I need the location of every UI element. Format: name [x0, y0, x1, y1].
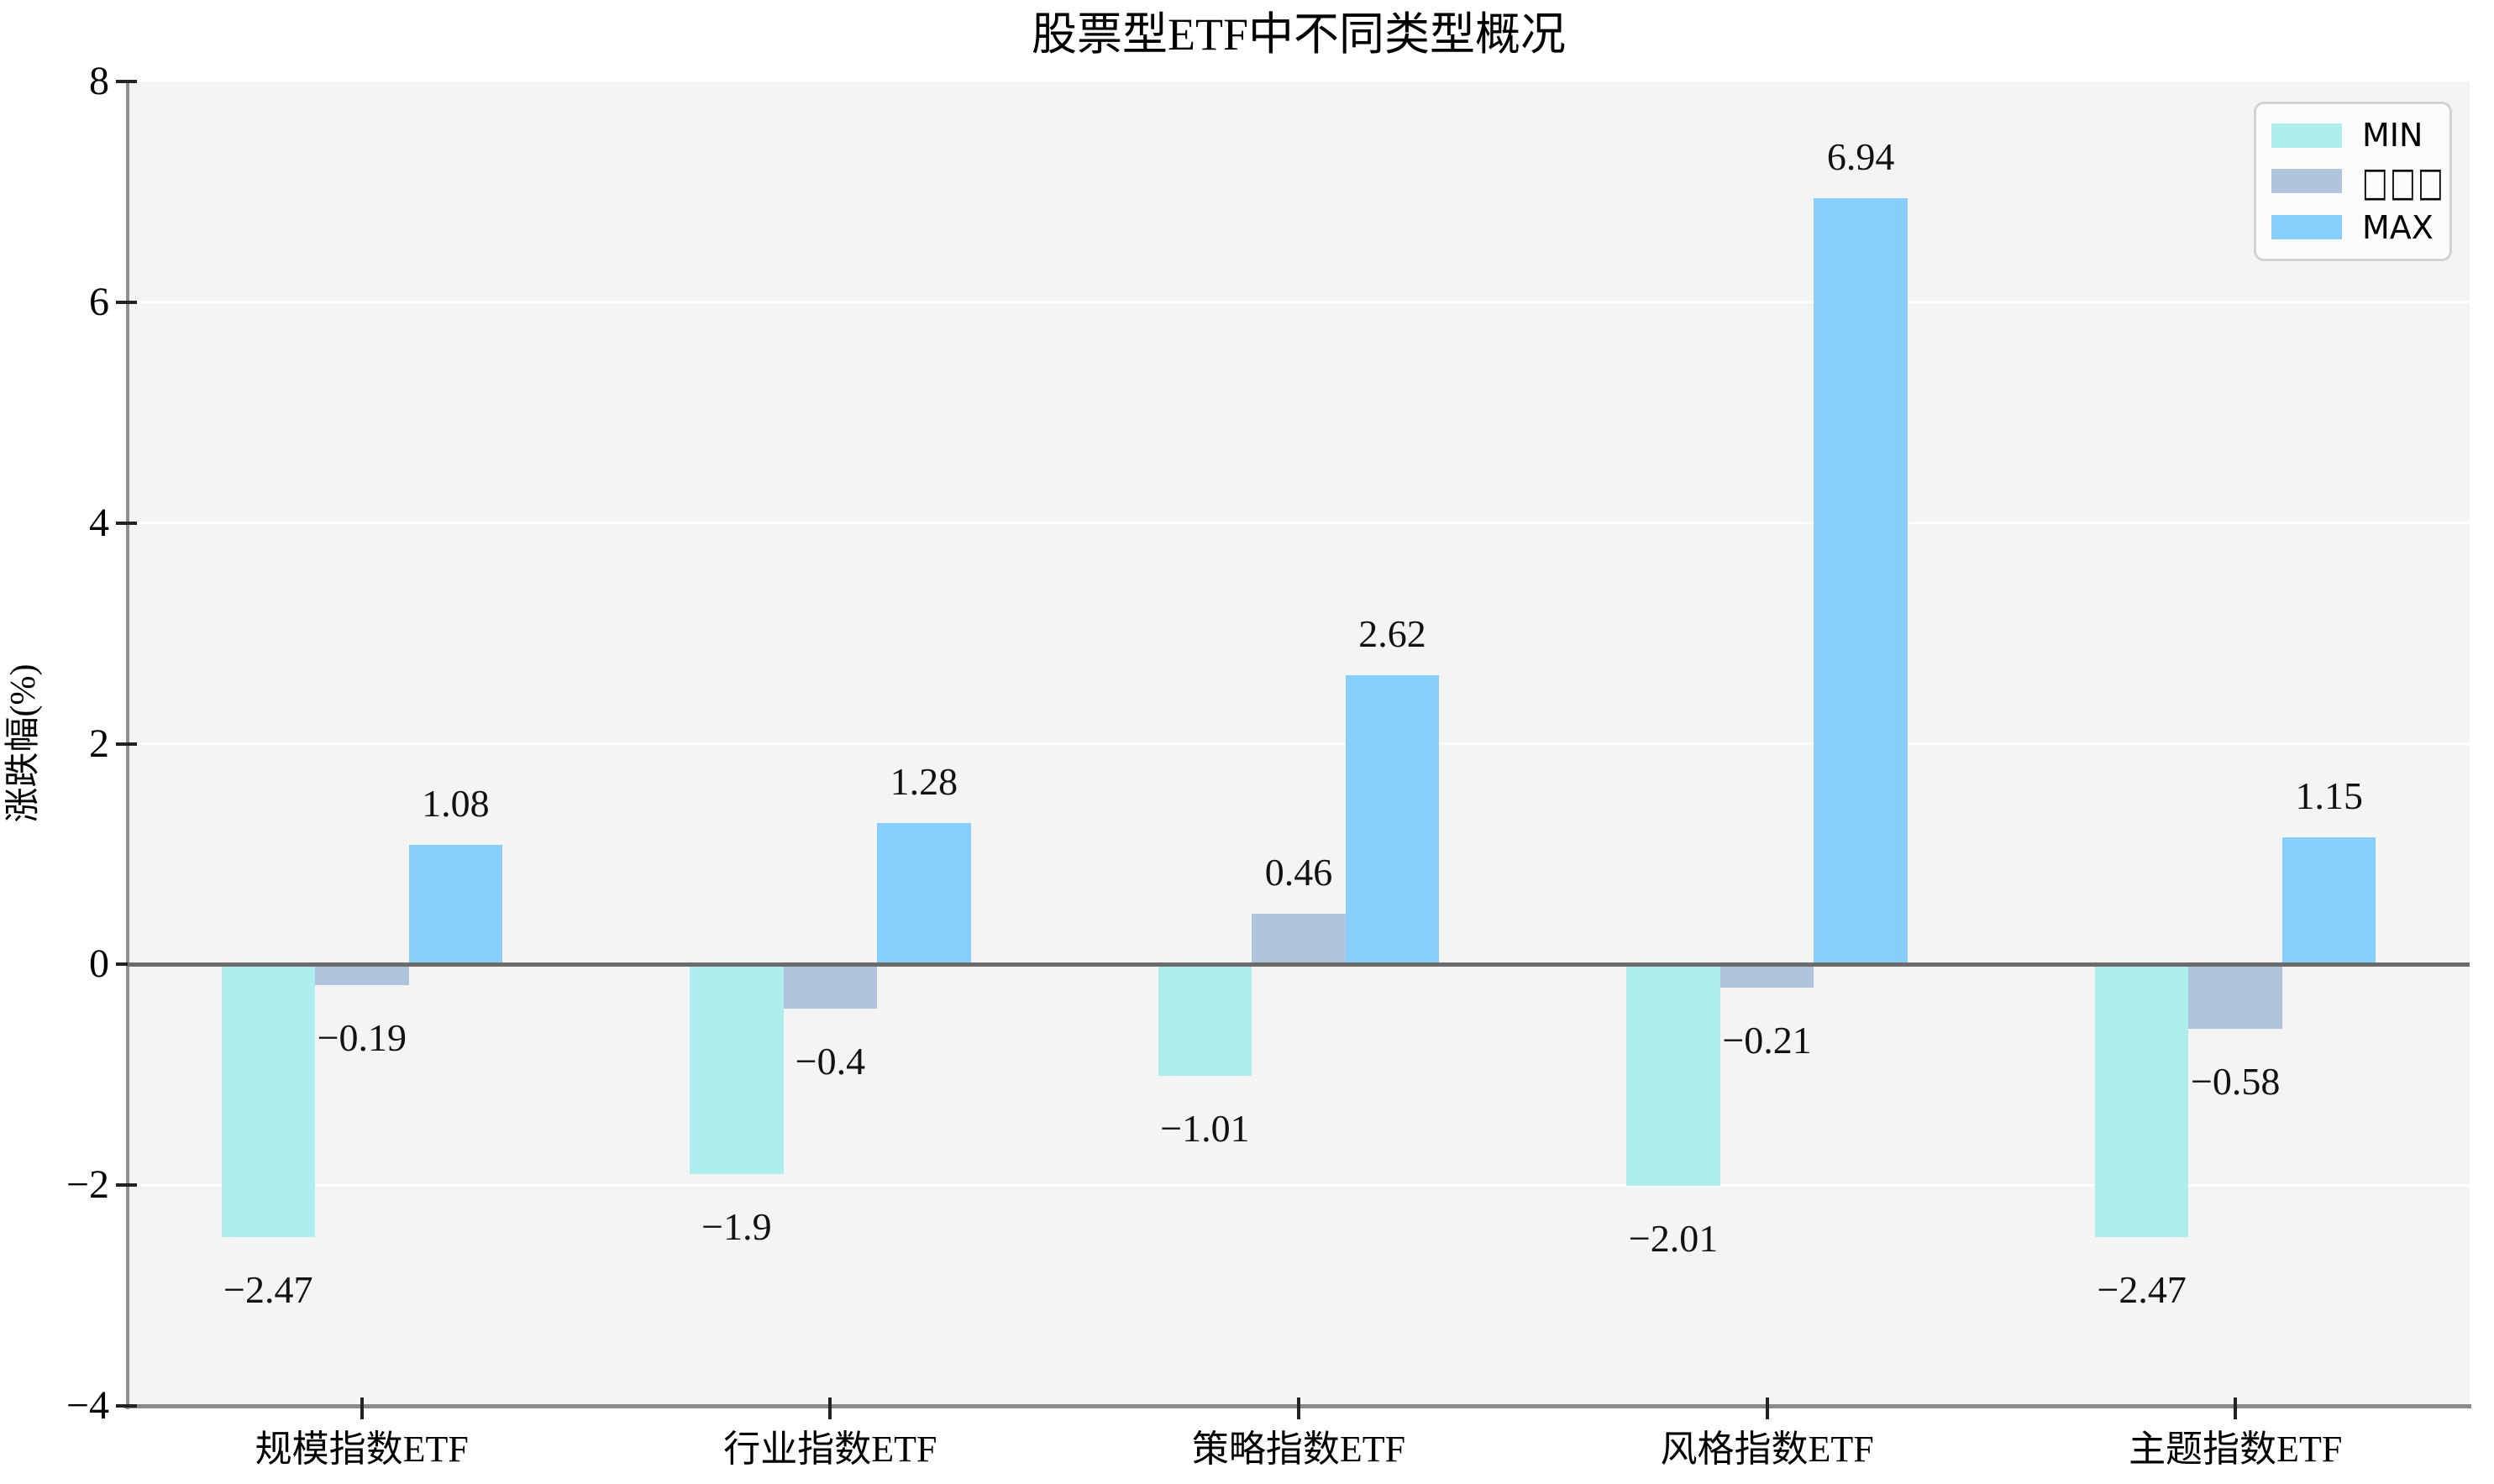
chart-title: 股票型ETF中不同类型概况 — [1031, 9, 1566, 60]
x-tick-label: 策略指数ETF — [1191, 1429, 1406, 1470]
y-tick-label: 6 — [89, 279, 109, 324]
bar-value-label: 6.94 — [1826, 135, 1895, 179]
bar-value-label: −1.01 — [1160, 1107, 1250, 1151]
bar — [315, 964, 409, 986]
bar-value-label: 0.46 — [1264, 850, 1333, 894]
y-tick-mark — [116, 962, 137, 967]
bar-value-label: −0.21 — [1722, 1018, 1812, 1062]
bar — [1626, 964, 1720, 1187]
bar — [1720, 964, 1814, 988]
bar — [1252, 913, 1346, 965]
x-tick-label: 风格指数ETF — [1660, 1429, 1874, 1470]
x-tick-mark — [360, 1397, 364, 1419]
y-axis-spine — [126, 81, 129, 1409]
bar-value-label: −0.4 — [795, 1039, 866, 1083]
legend-label: □□□ — [2362, 158, 2446, 205]
bar — [408, 845, 503, 965]
gridline — [128, 301, 2470, 304]
y-tick-mark — [116, 742, 137, 746]
bar — [690, 964, 784, 1175]
gridline — [128, 742, 2470, 745]
legend-label: MIN — [2362, 117, 2423, 155]
bar-value-label: −2.47 — [2097, 1267, 2187, 1311]
bar — [877, 823, 971, 965]
y-tick-label: 8 — [89, 59, 109, 103]
bar-value-label: 1.15 — [2295, 774, 2363, 818]
y-tick-label: 0 — [89, 941, 109, 987]
bar — [1158, 964, 1252, 1077]
bar — [1814, 198, 1908, 965]
bar — [2281, 837, 2376, 965]
bar — [783, 964, 878, 1009]
bar — [2188, 964, 2282, 1029]
y-tick-mark — [116, 521, 137, 525]
bar-value-label: −2.01 — [1628, 1217, 1719, 1261]
x-tick-mark — [2234, 1397, 2238, 1419]
y-tick-mark — [116, 1404, 137, 1408]
legend-swatch-min — [2271, 123, 2342, 148]
bar-value-label: 2.62 — [1358, 612, 1426, 656]
plot-area: −2.47 −0.19 1.08 −1.9 −0.4 1.28 −1.01 0.46 2.62 −… — [128, 81, 2470, 1406]
bar — [221, 964, 316, 1237]
bar-value-label: 1.28 — [890, 760, 958, 804]
y-tick-label: 2 — [89, 721, 109, 766]
x-tick-label: 规模指数ETF — [255, 1429, 469, 1470]
bar-value-label: −0.19 — [317, 1016, 407, 1060]
bar — [2094, 964, 2189, 1237]
x-tick-mark — [1297, 1397, 1300, 1419]
legend: MIN □□□ MAX — [2254, 102, 2452, 261]
x-tick-mark — [828, 1397, 832, 1419]
y-tick-label: −4 — [66, 1383, 109, 1428]
bar-value-label: −0.58 — [2190, 1059, 2281, 1103]
y-tick-label: −2 — [66, 1162, 109, 1208]
legend-item-max: MAX — [2271, 212, 2434, 244]
y-tick-mark — [116, 1183, 137, 1188]
bar — [1345, 675, 1440, 965]
bar-value-label: 1.08 — [422, 782, 490, 826]
x-tick-mark — [1765, 1397, 1769, 1419]
y-tick-mark — [116, 300, 137, 304]
gridline — [128, 1183, 2470, 1187]
legend-swatch-max — [2271, 215, 2342, 240]
gridline — [128, 522, 2470, 525]
legend-swatch-median — [2271, 169, 2342, 194]
zero-line — [128, 962, 2470, 967]
legend-item-median: □□□ — [2271, 161, 2444, 202]
y-tick-mark — [116, 80, 137, 83]
bar-value-label: −2.47 — [223, 1267, 313, 1311]
x-tick-label: 行业指数ETF — [723, 1429, 937, 1470]
bar-value-label: −1.9 — [701, 1205, 772, 1249]
legend-item-min: MIN — [2271, 119, 2434, 151]
x-tick-label: 主题指数ETF — [2129, 1429, 2343, 1470]
y-tick-label: 4 — [89, 500, 109, 545]
legend-label: MAX — [2362, 208, 2434, 246]
